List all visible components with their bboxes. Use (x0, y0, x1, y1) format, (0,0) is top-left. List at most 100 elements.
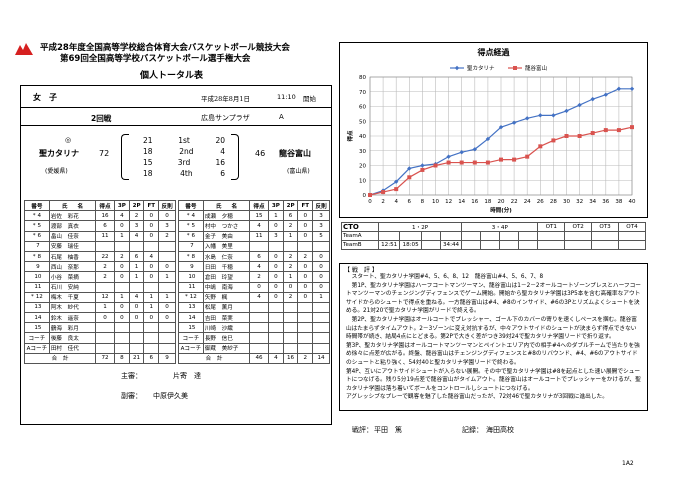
data-point (629, 86, 635, 91)
points: 4 (249, 220, 269, 232)
points (95, 322, 115, 334)
jersey-number: 6 (37, 233, 42, 240)
cto-row-team-a: TeamA (341, 231, 646, 241)
total-row: 合 計 46 4 16 2 14 (177, 352, 330, 365)
player-name: 日田 千穂 (202, 261, 251, 273)
quarter-row: 21 1st 20 (139, 135, 229, 146)
player-name: 石尾 柚香 (48, 250, 97, 263)
cto-value (618, 231, 646, 241)
cto-col-34p: 3・4P (461, 222, 539, 232)
free-throws: 0 (143, 312, 160, 324)
player-row: 14 鈴木 遥奈 0 0 0 0 0 (24, 312, 176, 324)
data-point (498, 124, 504, 130)
empty-cell (249, 332, 269, 344)
chief-referee: 片寄 達 (173, 372, 201, 380)
fouls: 5 (312, 230, 330, 242)
three-pointers: 0 (113, 312, 130, 324)
head-coach-label: コーチ (24, 332, 50, 344)
points: 6 (95, 220, 115, 232)
two-pointers: 6 (128, 250, 145, 263)
quarter-label: 4th (180, 169, 193, 178)
cto-value (439, 231, 463, 241)
sub-referee: 中原伊久美 (153, 392, 188, 400)
tournament-title-2: 第69回全国高等学校バスケットボール選手権大会 (60, 54, 251, 64)
page-title: 個人トータル表 (140, 71, 204, 81)
player-number: 10 (178, 271, 204, 283)
free-throws: 1 (143, 301, 160, 314)
empty-cell (312, 342, 330, 354)
stats-header-cell: 2P (128, 199, 145, 212)
fouls: 3 (158, 220, 176, 232)
home-quarter-score: 18 (143, 169, 153, 178)
cto-value (399, 231, 422, 241)
y-tick-label: 40 (359, 134, 366, 140)
data-point (616, 86, 622, 91)
three-pointers: 0 (267, 291, 284, 303)
jersey-number: 4 (191, 212, 196, 219)
gender: 女 子 (33, 93, 57, 102)
cto-value: 18:05 (399, 240, 422, 250)
points (95, 240, 115, 252)
empty-cell (249, 342, 269, 354)
three-pointers: 0 (267, 220, 284, 232)
total-pts: 72 (95, 352, 115, 365)
points: 1 (95, 301, 115, 314)
total-label: 合 計 (23, 352, 97, 365)
head-coach-row: コーチ 長野 信巳 (178, 332, 330, 344)
recorder-label: 記録： (462, 426, 483, 434)
fouls: 3 (312, 210, 330, 222)
legend-marker (513, 66, 517, 70)
empty-cell (297, 342, 314, 354)
free-throws: 0 (143, 261, 160, 273)
federation-logo-icon (15, 43, 33, 55)
player-row: * 6 畠山 佳奈 11 1 4 0 2 (24, 230, 176, 242)
home-stats-table: 番号氏名得点 3P 2P FT 反則 * 4 岩佐 彩花 16 4 2 0 0 * 5 渡部 真衣 6 0 3 0 3 *… (23, 199, 176, 365)
free-throws: 1 (143, 291, 160, 303)
x-tick-label: 16 (471, 199, 478, 205)
game-time: 11:10 (277, 93, 296, 101)
starter-mark: * (32, 212, 36, 219)
player-row: * 12 梅木 千夏 12 1 4 1 1 (24, 291, 176, 303)
cto-value (420, 231, 441, 241)
player-number: 14 (178, 312, 204, 324)
free-throws: 0 (143, 210, 160, 222)
player-row: * 5 渡部 真衣 6 0 3 0 3 (24, 220, 176, 232)
player-number: 10 (24, 271, 50, 283)
points: 6 (249, 250, 269, 263)
game-date: 平成28年8月1日 (201, 95, 251, 103)
y-tick-label: 70 (359, 90, 366, 96)
player-number: 14 (24, 312, 50, 324)
cto-value: 12:51 (377, 240, 401, 250)
fouls: 1 (312, 291, 330, 303)
home-pref: (愛媛県) (45, 168, 68, 175)
quarter-row: 15 3rd 16 (139, 157, 229, 168)
empty-cell (282, 342, 299, 354)
court: A (279, 113, 284, 121)
two-pointers: 2 (282, 250, 299, 263)
free-throws: 0 (297, 291, 314, 303)
data-point (407, 175, 412, 180)
jersey-number: 8 (191, 253, 196, 260)
away-quarter-score: 4 (220, 147, 225, 156)
total-ft: 2 (297, 352, 314, 365)
data-point (394, 187, 399, 192)
two-pointers: 2 (282, 220, 299, 232)
home-team: 聖カタリナ (39, 149, 79, 158)
assistant-coach-row: Aコーチ 田村 佳代 (24, 342, 176, 354)
player-row: * 4 成瀬 夕穂 15 1 6 0 3 (178, 210, 330, 222)
player-name: 矢野 楓 (202, 291, 251, 303)
x-tick-label: 40 (629, 199, 636, 205)
head-coach-row: コーチ 後藤 良太 (24, 332, 176, 344)
player-name: 梅木 千夏 (48, 291, 97, 303)
free-throws (143, 240, 160, 252)
three-pointers (113, 281, 130, 293)
cto-col-ot2: OT2 (564, 222, 593, 232)
review-text: スタート、聖カタリナ学園#4、5、6、8、12 龍谷富山#4、5、6、7、8 第… (346, 274, 641, 401)
points (249, 322, 269, 334)
two-pointers (282, 301, 299, 314)
player-number: 9 (178, 261, 204, 273)
empty-cell (297, 332, 314, 344)
sub-referee-label: 副審： (121, 392, 142, 400)
